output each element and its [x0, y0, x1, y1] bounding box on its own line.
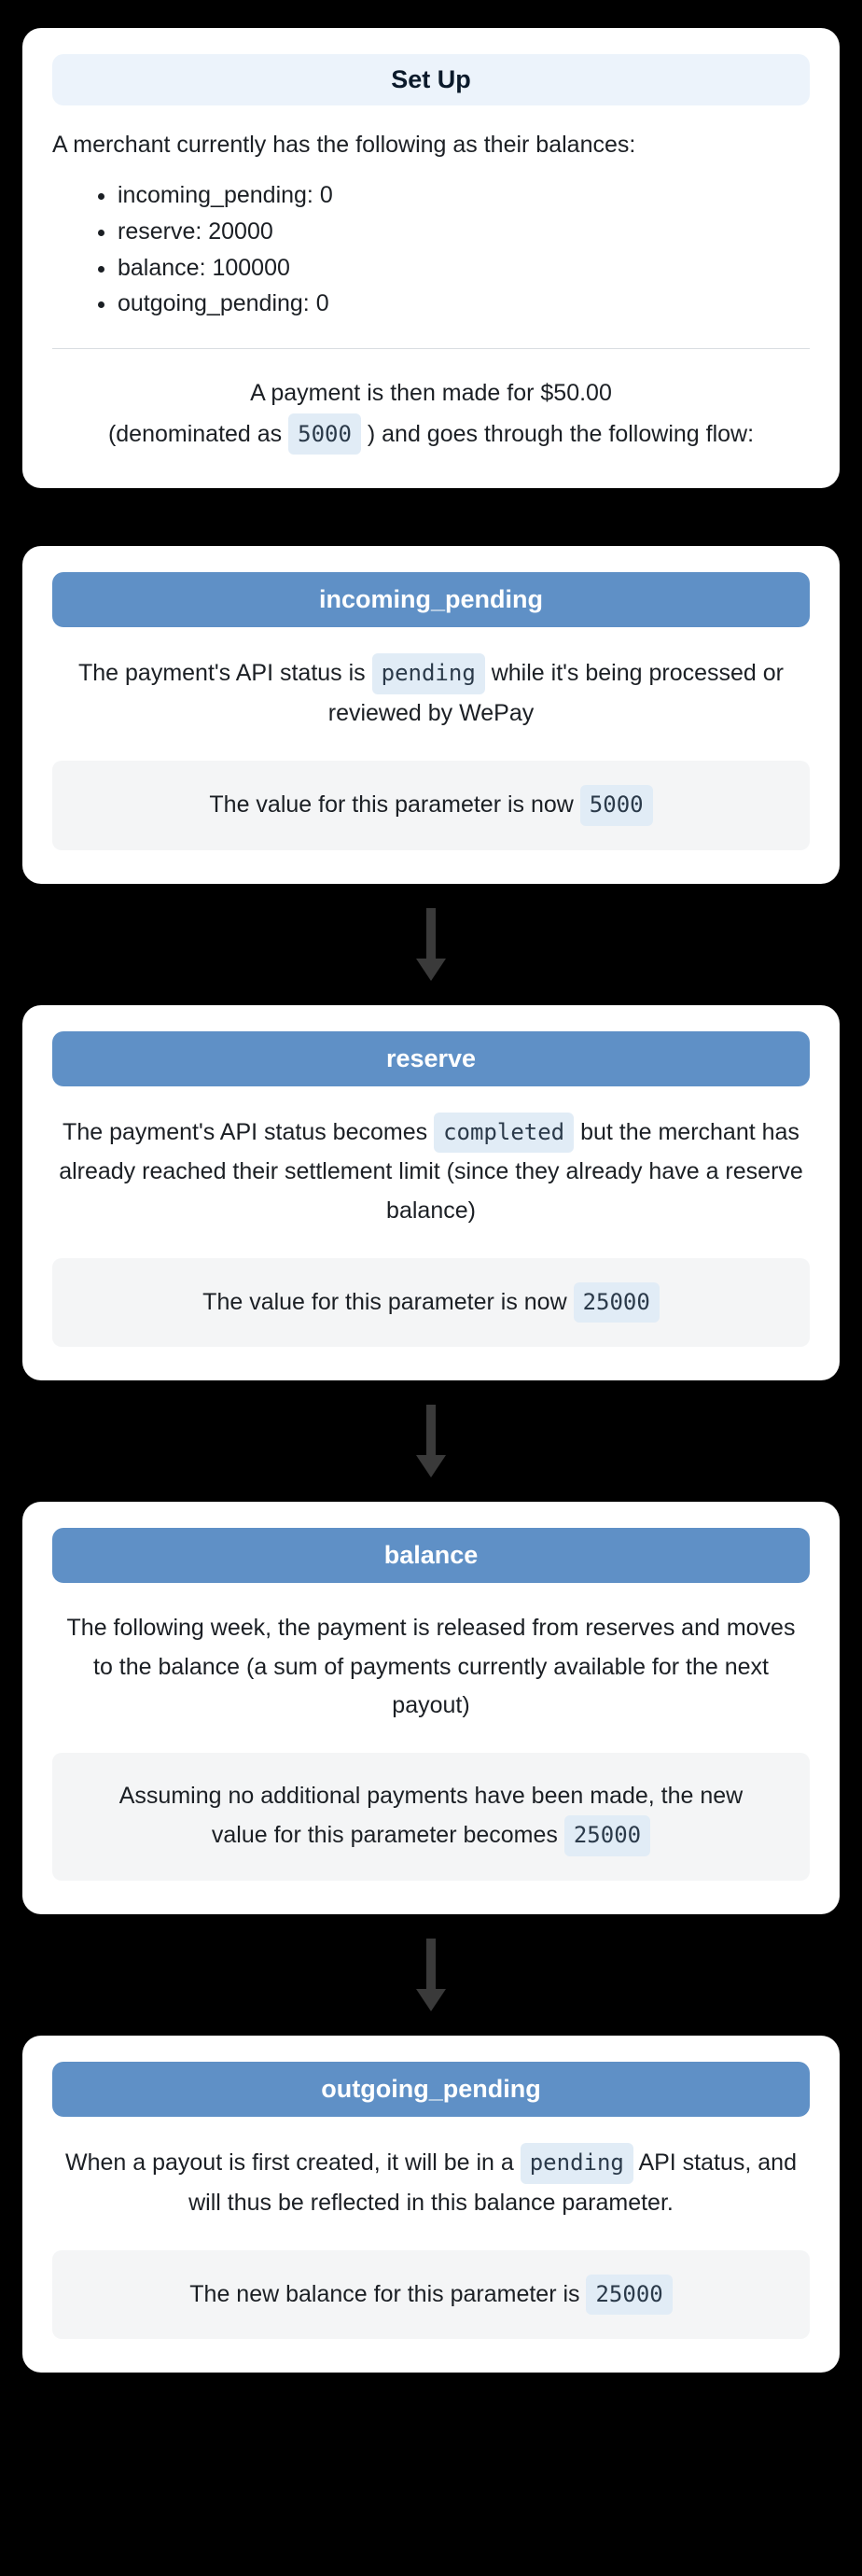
code-pill: completed	[434, 1113, 574, 1154]
flow-step-card: balance The following week, the payment i…	[22, 1502, 840, 1914]
list-item: balance: 100000	[118, 250, 810, 287]
flow-step-title: reserve	[52, 1031, 810, 1086]
flow-arrow	[416, 1380, 446, 1502]
payment-line-2-pre: (denominated as	[108, 421, 288, 447]
flow-step-description: When a payout is first created, it will …	[52, 2143, 810, 2222]
flow-steps-container: incoming_pending The payment's API status…	[22, 546, 840, 2373]
flow-step-description: The following week, the payment is relea…	[52, 1609, 810, 1725]
flow-step-description: The payment's API status is pending whil…	[52, 653, 810, 733]
list-item: incoming_pending: 0	[118, 177, 810, 214]
text-span: The value for this parameter is now	[209, 791, 579, 818]
list-item: reserve: 20000	[118, 214, 810, 250]
flow-step-card: outgoing_pending When a payout is first c…	[22, 2036, 840, 2373]
code-pill: pending	[521, 2143, 633, 2184]
list-item: outgoing_pending: 0	[118, 286, 810, 322]
payment-line-1: A payment is then made for $50.00	[250, 380, 612, 406]
flow-step-title: incoming_pending	[52, 572, 810, 627]
text-span: The value for this parameter is now	[202, 1289, 573, 1315]
flow-step-card: reserve The payment's API status becomes …	[22, 1005, 840, 1381]
flow-step-description: The payment's API status becomes complet…	[52, 1113, 810, 1230]
flow-step-value-box: The value for this parameter is now 2500…	[52, 1258, 810, 1348]
setup-title: Set Up	[52, 54, 810, 105]
flow-step-value-box: The new balance for this parameter is 25…	[52, 2250, 810, 2340]
code-pill: pending	[372, 653, 485, 694]
setup-payment-text: A payment is then made for $50.00 (denom…	[52, 373, 810, 455]
text-span: When a payout is first created, it will …	[65, 2149, 521, 2176]
text-span: The new balance for this parameter is	[189, 2281, 586, 2307]
flow-step-title: outgoing_pending	[52, 2062, 810, 2117]
flow-step-card: incoming_pending The payment's API status…	[22, 546, 840, 883]
payment-code: 5000	[288, 413, 361, 455]
flow-arrow	[416, 1914, 446, 2036]
text-span: The payment's API status is	[78, 660, 372, 686]
code-pill: 25000	[586, 2275, 672, 2316]
flow-step-value-box: The value for this parameter is now 5000	[52, 761, 810, 850]
flow-step-title: balance	[52, 1528, 810, 1583]
code-pill: 25000	[564, 1815, 650, 1856]
setup-card: Set Up A merchant currently has the foll…	[22, 28, 840, 488]
flow-step-value-box: Assuming no additional payments have bee…	[52, 1753, 810, 1881]
payment-line-2-post: ) and goes through the following flow:	[361, 421, 754, 447]
code-pill: 25000	[574, 1282, 660, 1323]
setup-divider	[52, 348, 810, 349]
flow-arrow	[416, 884, 446, 1005]
text-span: The payment's API status becomes	[63, 1119, 434, 1145]
setup-intro-text: A merchant currently has the following a…	[52, 132, 810, 159]
code-pill: 5000	[580, 785, 653, 826]
text-span: The following week, the payment is relea…	[67, 1615, 796, 1718]
setup-balances-list: incoming_pending: 0reserve: 20000balance…	[118, 177, 810, 322]
